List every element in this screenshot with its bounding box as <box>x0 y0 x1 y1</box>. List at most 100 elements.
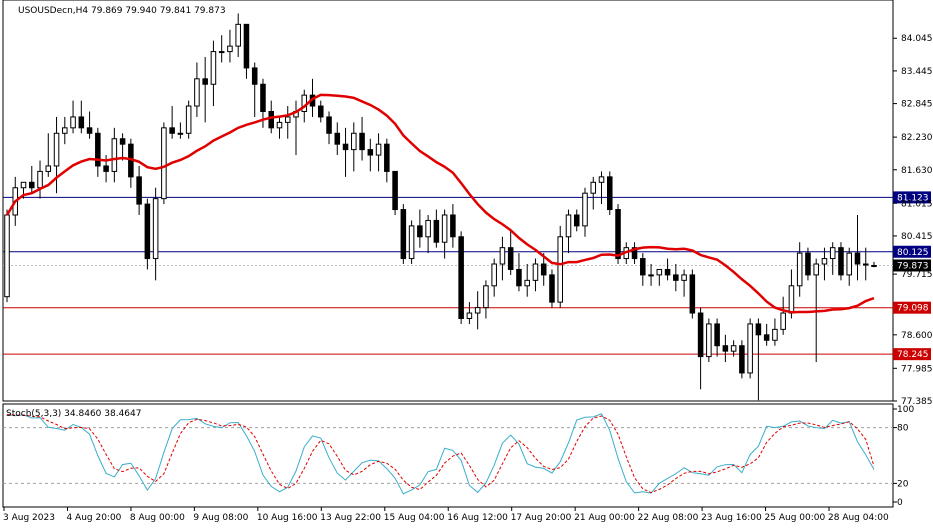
candle-body <box>235 23 241 47</box>
candle-body <box>722 345 729 352</box>
candle-body <box>425 219 431 238</box>
candle-body <box>152 198 159 260</box>
candle-body <box>367 149 374 156</box>
candle-body <box>351 132 357 151</box>
candle-body <box>507 247 514 270</box>
candle-body <box>284 116 291 123</box>
price-tick-label: 82.230 <box>901 133 933 143</box>
price-tick-label: 82.845 <box>901 100 933 110</box>
candle-body <box>615 209 621 260</box>
candle-body <box>697 312 704 358</box>
candle-body <box>103 165 109 172</box>
candle-body <box>714 323 720 347</box>
candle-body <box>318 105 324 118</box>
time-tick-label: 13 Aug 22:00 <box>320 513 381 523</box>
candle-body <box>37 170 43 189</box>
candle-body <box>648 274 654 277</box>
axes: 84.045 83.445 82.845 82.230 81.630 81.015 80.4… <box>3 34 933 523</box>
candle-body <box>607 176 613 211</box>
time-tick-label: 15 Aug 04:00 <box>384 513 445 523</box>
level-price-tag <box>893 191 931 204</box>
time-tick-label: 4 Aug 20:00 <box>66 513 121 523</box>
horizontal-levels: 81.123 80.125 79.873 79.098 78.245 <box>3 191 931 361</box>
candle-body <box>796 252 803 287</box>
candle-body <box>673 274 679 281</box>
stoch-tick-label: 100 <box>897 405 914 415</box>
candle-body <box>53 132 60 167</box>
time-tick-label: 28 Aug 04:00 <box>828 513 889 523</box>
candle-body <box>821 258 828 265</box>
candle-body <box>185 105 192 134</box>
level-price-label: 81.123 <box>897 193 929 203</box>
candle-body <box>474 307 481 314</box>
stoch-signal-line <box>6 413 875 494</box>
candle-body <box>582 192 588 227</box>
candle-body <box>805 252 811 276</box>
candle-body <box>664 268 671 276</box>
level-price-tag <box>893 259 931 272</box>
moving-average-path <box>5 93 875 314</box>
candle-body <box>202 78 208 85</box>
price-tick-label: 81.630 <box>901 166 933 176</box>
candle-body <box>640 258 646 276</box>
candle-body <box>400 209 407 260</box>
candle-body <box>780 312 786 330</box>
candle-body <box>144 203 151 260</box>
candle-body <box>95 132 101 167</box>
level-price-label: 79.873 <box>897 261 929 271</box>
candle-body <box>862 263 869 266</box>
chart-header-title: USOUSDecn,H4 79.869 79.940 79.841 79.873 <box>18 6 226 16</box>
time-tick-label: 21 Aug 00:00 <box>574 513 635 523</box>
candle-body <box>111 138 118 172</box>
price-tick-label: 79.715 <box>901 270 933 280</box>
candle-body <box>78 116 85 129</box>
candle-body <box>656 268 663 276</box>
candle-body <box>681 274 687 281</box>
candle-body <box>565 214 572 238</box>
candle-body <box>210 51 217 85</box>
candle-body <box>29 181 35 189</box>
candle-body <box>194 78 200 107</box>
candle-body <box>70 116 76 129</box>
time-tick-label: 16 Aug 12:00 <box>447 513 508 523</box>
candle-body <box>829 247 836 260</box>
time-tick-label: 23 Aug 16:00 <box>701 513 762 523</box>
candle-body <box>62 127 68 134</box>
candle-body <box>392 170 398 211</box>
candle-body <box>854 252 861 265</box>
candle-body <box>772 328 778 341</box>
candle-body <box>227 45 233 53</box>
candle-body <box>251 67 258 85</box>
time-tick-label: 9 Aug 08:00 <box>193 513 248 523</box>
level-price-label: 80.125 <box>897 248 929 258</box>
candle-body <box>557 236 563 303</box>
candle-body <box>706 323 712 358</box>
time-tick-label: 25 Aug 00:00 <box>765 513 826 523</box>
candle-body <box>218 51 225 54</box>
candle-body <box>276 121 283 129</box>
price-tick-label: 77.385 <box>901 397 933 407</box>
stochastic-lines <box>3 413 893 495</box>
candle-body <box>631 247 638 260</box>
candle-body <box>838 247 844 276</box>
candle-body <box>871 264 877 267</box>
candle-body <box>524 279 530 287</box>
candle-body <box>441 214 448 243</box>
candle-body <box>243 23 250 69</box>
time-tick-label: 8 Aug 00:00 <box>130 513 185 523</box>
price-tick-label: 77.985 <box>901 364 933 374</box>
candle-body <box>540 263 547 276</box>
candle-body <box>136 176 142 205</box>
candle-body <box>763 334 770 341</box>
candle-body <box>813 263 819 276</box>
candle-body <box>689 274 696 314</box>
moving-average-line <box>5 93 875 314</box>
candle-body <box>730 345 737 352</box>
stoch-tick-label: 80 <box>897 424 909 434</box>
candle-body <box>4 214 10 298</box>
candle-body <box>846 252 852 276</box>
candle-body <box>408 225 415 260</box>
candle-body <box>342 143 349 151</box>
